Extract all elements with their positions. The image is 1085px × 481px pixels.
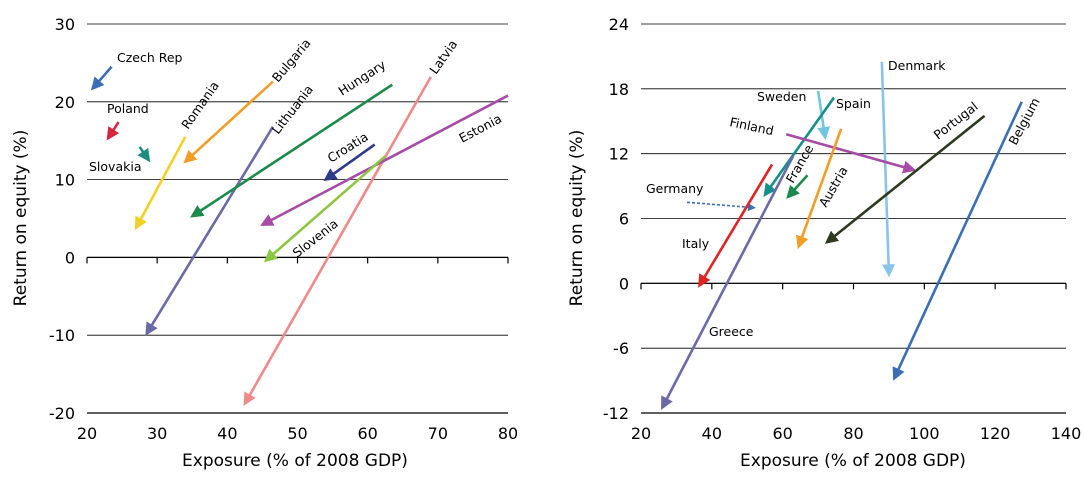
x-tick-label: 140: [1051, 424, 1082, 443]
label-croatia: Croatia: [325, 129, 371, 166]
y-tick-label: 18: [609, 80, 629, 99]
x-tick-label: 80: [498, 424, 518, 443]
y-tick-label: -10: [49, 326, 75, 345]
arrow-finland: [785, 132, 917, 174]
arrow-czech-rep: [90, 65, 113, 91]
arrow-slovakia: [137, 146, 151, 163]
arrow-bulgaria: [183, 80, 274, 164]
arrow-romania: [134, 136, 187, 231]
x-tick-label: 20: [631, 424, 651, 443]
axes: [86, 256, 509, 414]
tick-labels: 20 30 40 50 60 70 80 -20 -10 0 10 20 30: [49, 15, 518, 443]
x-tick-label: 120: [980, 424, 1011, 443]
arrow-france: [786, 174, 809, 199]
arrow-portugal: [824, 114, 986, 244]
x-tick-label: 20: [77, 424, 97, 443]
label-greece: Greece: [709, 324, 754, 339]
tick-labels: 20 40 60 80 100 120 140 -12 -6 0 6 12 18 24: [603, 15, 1081, 443]
y-tick-label: 10: [55, 171, 75, 190]
arrow-austria: [796, 128, 843, 250]
x-tick-label: 50: [287, 424, 307, 443]
label-spain: Spain: [836, 96, 871, 111]
label-czech-rep: Czech Rep: [117, 50, 183, 65]
arrow-poland: [106, 121, 120, 141]
y-tick-label: 0: [65, 248, 75, 267]
arrow-slovenia: [263, 155, 387, 263]
label-slovenia: Slovenia: [290, 216, 341, 261]
arrow-spain: [763, 96, 836, 197]
arrow-greece: [661, 155, 795, 410]
y-axis-title: Return on equity (%): [567, 130, 587, 307]
y-tick-label: 6: [619, 210, 629, 229]
series-layer: Czech Rep Poland Slovakia Romania BulgariaLi…: [89, 36, 509, 406]
arrow-croatia: [323, 143, 376, 182]
y-tick-label: 0: [619, 274, 629, 293]
label-sweden: Sweden: [757, 89, 806, 104]
arrow-latvia: [243, 76, 432, 406]
y-tick-label: 24: [609, 15, 629, 34]
x-tick-label: 60: [772, 424, 792, 443]
y-tick-label: 30: [55, 15, 75, 34]
arrow-lithuania: [145, 126, 275, 336]
label-romania: Romania: [178, 78, 222, 131]
label-poland: Poland: [107, 101, 149, 116]
gridlines: [87, 23, 508, 336]
x-tick-label: 80: [843, 424, 863, 443]
label-denmark: Denmark: [888, 58, 946, 73]
y-tick-label: -20: [49, 404, 75, 423]
x-tick-label: 100: [909, 424, 940, 443]
x-axis-title: Exposure (% of 2008 GDP): [740, 451, 966, 471]
chart-left: Czech Rep Poland Slovakia Romania BulgariaLi…: [11, 15, 518, 471]
arrow-germany: [686, 201, 756, 212]
arrow-italy: [698, 163, 774, 288]
arrow-denmark: [880, 61, 896, 278]
axes: [640, 282, 1067, 414]
x-axis-title: Exposure (% of 2008 GDP): [182, 451, 408, 471]
gridlines: [641, 23, 1066, 349]
x-tick-label: 30: [147, 424, 167, 443]
label-italy: Italy: [682, 236, 710, 251]
x-tick-label: 40: [702, 424, 722, 443]
y-tick-label: 20: [55, 93, 75, 112]
label-bulgaria: Bulgaria: [269, 36, 314, 85]
label-latvia: Latvia: [426, 37, 460, 77]
label-portugal: Portugal: [931, 99, 981, 143]
y-tick-label: 12: [609, 145, 629, 164]
x-tick-label: 60: [357, 424, 377, 443]
label-germany: Germany: [646, 181, 704, 196]
label-lithuania: Lithuania: [269, 82, 316, 137]
arrow-belgium: [892, 101, 1023, 381]
label-belgium: Belgium: [1005, 95, 1042, 147]
arrow-estonia: [260, 94, 509, 226]
x-tick-label: 70: [428, 424, 448, 443]
y-tick-label: -12: [603, 404, 629, 423]
arrow-hungary: [190, 83, 393, 218]
y-tick-label: -6: [613, 339, 629, 358]
label-estonia: Estonia: [456, 111, 504, 146]
label-finland: Finland: [728, 114, 775, 138]
label-slovakia: Slovakia: [89, 159, 141, 174]
y-axis-title: Return on equity (%): [11, 130, 31, 307]
x-tick-label: 40: [217, 424, 237, 443]
